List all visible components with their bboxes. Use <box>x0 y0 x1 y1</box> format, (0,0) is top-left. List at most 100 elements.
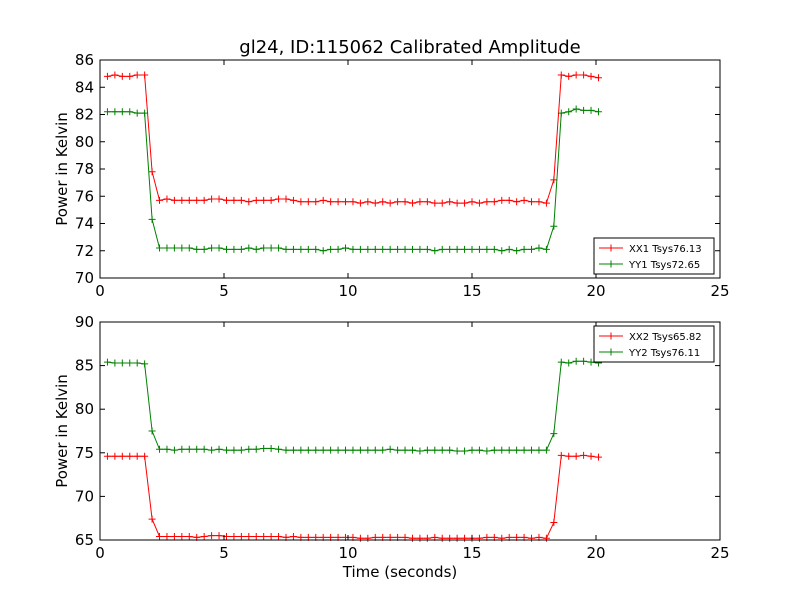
data-point <box>356 199 364 207</box>
data-point <box>252 245 260 253</box>
data-point <box>289 245 297 253</box>
data-point <box>438 534 446 542</box>
data-point <box>275 533 283 541</box>
data-point <box>550 519 558 527</box>
data-point <box>200 445 208 453</box>
data-point <box>550 430 558 438</box>
data-point <box>163 533 171 541</box>
data-point <box>490 446 498 454</box>
data-point <box>371 446 379 454</box>
data-point <box>580 106 588 114</box>
data-point <box>103 452 111 460</box>
data-point <box>505 196 513 204</box>
data-point <box>141 452 149 460</box>
legend-label: YY1 Tsys72.65 <box>628 260 700 271</box>
axes-frame <box>99 321 721 541</box>
legend-marker <box>607 244 615 252</box>
data-point <box>461 245 469 253</box>
legend-marker <box>607 260 615 268</box>
data-point <box>237 245 245 253</box>
legend-label: XX1 Tsys76.13 <box>629 244 702 255</box>
data-point <box>587 72 595 80</box>
data-point <box>394 446 402 454</box>
data-point <box>148 515 156 523</box>
data-point <box>185 196 193 204</box>
data-point <box>200 196 208 204</box>
data-point <box>141 71 149 79</box>
data-point <box>542 446 550 454</box>
data-point <box>438 446 446 454</box>
data-point <box>594 453 602 461</box>
data-point <box>103 108 111 116</box>
x-tick-label: 10 <box>338 544 357 562</box>
data-point <box>594 108 602 116</box>
data-point <box>580 451 588 459</box>
data-point <box>245 533 253 541</box>
data-point <box>327 245 335 253</box>
data-point <box>334 245 342 253</box>
data-point <box>163 445 171 453</box>
data-point <box>193 196 201 204</box>
y-tick-label: 75 <box>75 444 94 462</box>
data-point <box>483 447 491 455</box>
data-point <box>289 446 297 454</box>
data-point <box>304 198 312 206</box>
data-point <box>126 72 134 80</box>
data-point <box>118 108 126 116</box>
data-point <box>133 359 141 367</box>
chart-title: gl24, ID:115062 Calibrated Amplitude <box>239 37 580 58</box>
data-point <box>133 452 141 460</box>
y-tick-label: 90 <box>75 313 94 331</box>
data-point <box>587 452 595 460</box>
data-point <box>141 109 149 117</box>
data-point <box>520 196 528 204</box>
data-point <box>475 245 483 253</box>
data-point <box>572 452 580 460</box>
data-point <box>342 244 350 252</box>
data-point <box>542 534 550 542</box>
data-point <box>535 244 543 252</box>
data-point <box>200 245 208 253</box>
data-point <box>423 534 431 542</box>
data-point <box>185 445 193 453</box>
data-point <box>334 446 342 454</box>
data-point <box>498 196 506 204</box>
data-point <box>327 198 335 206</box>
data-point <box>401 245 409 253</box>
data-point <box>513 247 521 255</box>
data-point <box>297 245 305 253</box>
data-point <box>416 245 424 253</box>
y-tick-label: 85 <box>75 357 94 375</box>
data-point <box>475 446 483 454</box>
data-point <box>423 446 431 454</box>
data-point <box>356 446 364 454</box>
data-point <box>103 358 111 366</box>
y-axis-label: Power in Kelvin <box>53 374 71 488</box>
data-point <box>148 427 156 435</box>
data-point <box>461 199 469 207</box>
y-tick-label: 76 <box>75 187 94 205</box>
data-point <box>505 446 513 454</box>
data-point <box>475 534 483 542</box>
data-point <box>416 534 424 542</box>
data-point <box>118 72 126 80</box>
data-point <box>185 244 193 252</box>
data-point <box>282 446 290 454</box>
data-point <box>163 195 171 203</box>
data-point <box>550 222 558 230</box>
data-point <box>200 533 208 541</box>
data-point <box>148 215 156 223</box>
x-tick-label: 25 <box>710 282 729 300</box>
data-point <box>557 358 565 366</box>
data-point <box>587 358 595 366</box>
legend-box <box>593 237 715 275</box>
data-point <box>453 199 461 207</box>
data-point <box>461 447 469 455</box>
data-point <box>349 198 357 206</box>
data-point <box>408 534 416 542</box>
data-point <box>275 445 283 453</box>
data-point <box>483 198 491 206</box>
data-point <box>408 199 416 207</box>
data-point <box>170 244 178 252</box>
data-point <box>208 446 216 454</box>
